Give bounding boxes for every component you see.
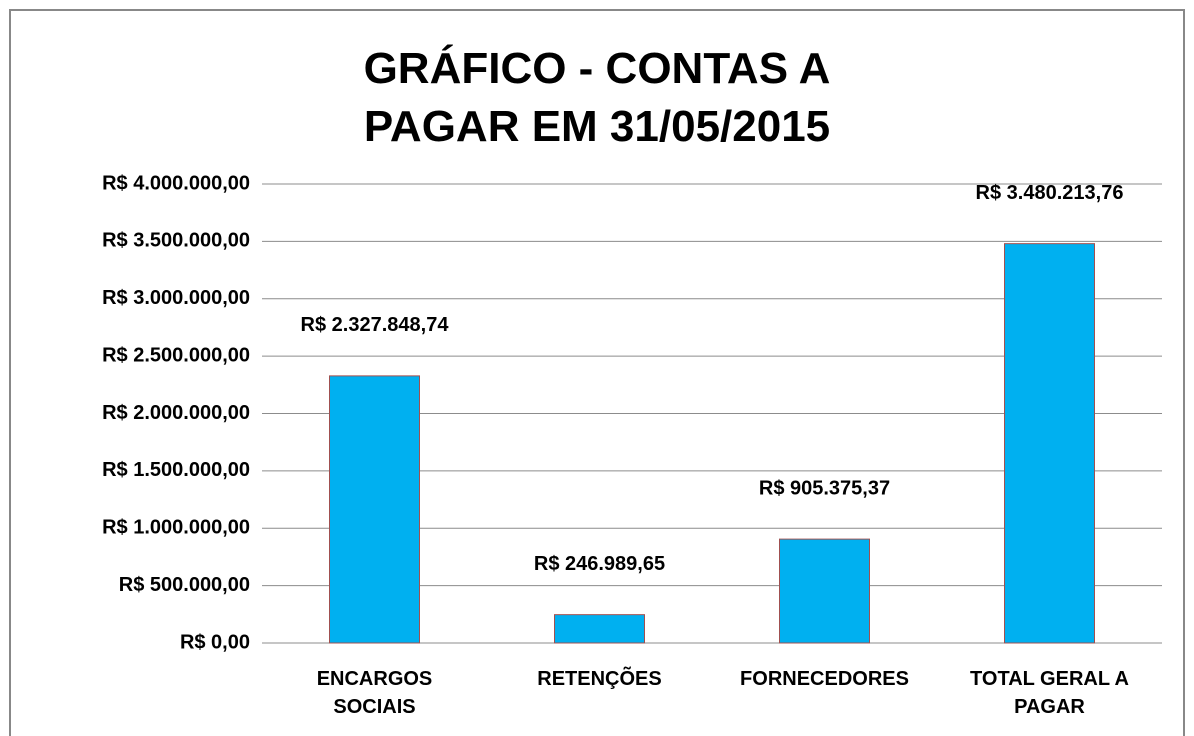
y-tick-label: R$ 1.000.000,00 bbox=[102, 517, 250, 539]
bar bbox=[779, 538, 870, 644]
y-tick-label: R$ 3.500.000,00 bbox=[102, 230, 250, 252]
x-tick-label: RETENÇÕES bbox=[537, 668, 662, 690]
data-label: R$ 246.989,65 bbox=[534, 553, 665, 575]
x-tick-label: FORNECEDORES bbox=[740, 668, 909, 690]
data-label: R$ 905.375,37 bbox=[759, 477, 890, 499]
y-tick-label: R$ 0,00 bbox=[180, 631, 250, 653]
y-tick-label: R$ 2.500.000,00 bbox=[102, 344, 250, 366]
data-label: R$ 2.327.848,74 bbox=[301, 314, 450, 336]
x-tick-label: TOTAL GERAL A PAGAR bbox=[970, 668, 1129, 718]
y-tick-label: R$ 2.000.000,00 bbox=[102, 402, 250, 424]
data-label: R$ 3.480.213,76 bbox=[976, 182, 1124, 204]
bar bbox=[554, 614, 645, 644]
y-tick-label: R$ 3.000.000,00 bbox=[102, 287, 250, 309]
y-tick-label: R$ 500.000,00 bbox=[119, 574, 250, 596]
bar bbox=[1004, 243, 1095, 644]
y-tick-label: R$ 4.000.000,00 bbox=[102, 172, 250, 194]
x-tick-label: ENCARGOS SOCIAIS bbox=[316, 668, 433, 718]
chart-title: GRÁFICO - CONTAS A PAGAR EM 31/05/2015 bbox=[363, 44, 831, 151]
bar bbox=[329, 375, 420, 644]
y-tick-label: R$ 1.500.000,00 bbox=[102, 459, 250, 481]
